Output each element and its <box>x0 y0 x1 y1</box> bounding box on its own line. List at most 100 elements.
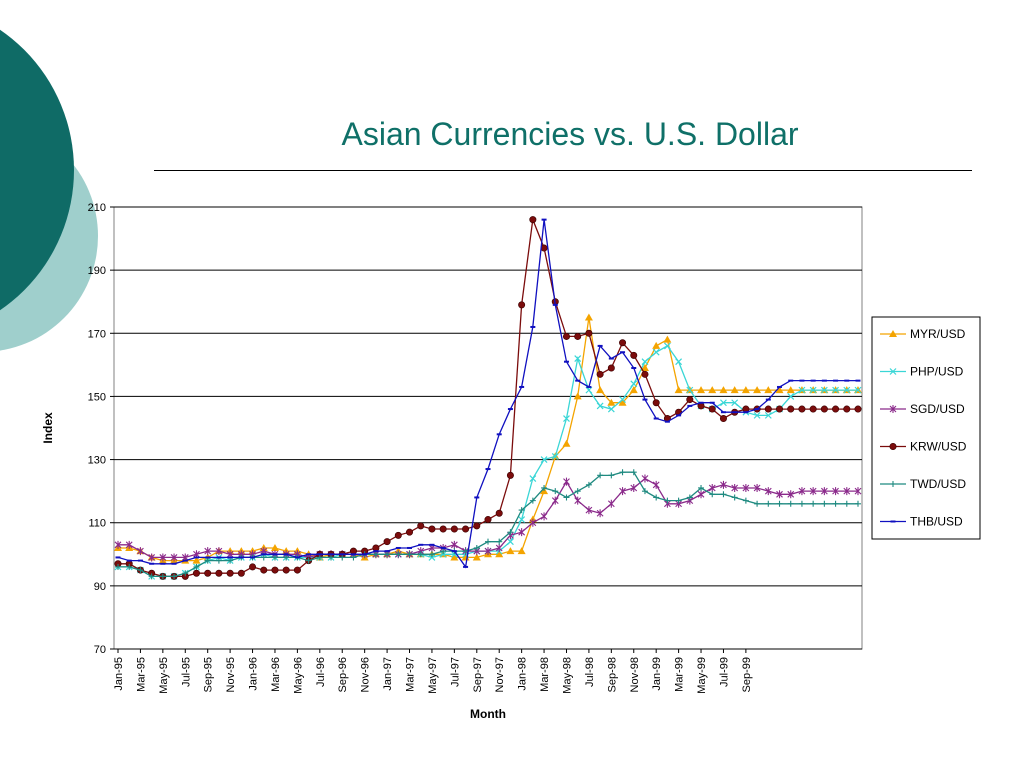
data-point <box>585 481 592 488</box>
data-point <box>159 573 166 580</box>
legend-entry: KRW/USD <box>880 440 967 454</box>
legend-label: MYR/USD <box>910 327 966 341</box>
legend-entry: SGD/USD <box>880 402 965 416</box>
data-point <box>575 379 581 382</box>
data-point <box>619 487 626 496</box>
x-tick-label: Jan-99 <box>651 657 663 691</box>
data-point <box>125 540 133 549</box>
data-point <box>889 368 897 375</box>
data-point <box>630 483 638 492</box>
data-point <box>192 556 201 564</box>
data-point <box>204 557 211 564</box>
x-tick-label: Jan-97 <box>382 657 394 691</box>
x-tick-label: May-96 <box>292 657 304 694</box>
legend-entry: PHP/USD <box>880 365 964 379</box>
data-point <box>227 556 233 559</box>
data-point <box>563 477 570 486</box>
data-point <box>753 483 761 492</box>
data-point <box>271 566 279 574</box>
data-point <box>126 563 133 570</box>
data-point <box>260 566 268 574</box>
data-point <box>810 379 816 382</box>
decorative-circles <box>0 29 98 351</box>
data-point <box>270 543 279 551</box>
data-point <box>170 553 178 562</box>
y-tick-label: 170 <box>88 328 106 340</box>
data-point <box>149 562 155 565</box>
data-point <box>114 540 122 549</box>
data-point <box>484 516 492 524</box>
data-point <box>698 484 705 491</box>
data-point <box>832 405 840 413</box>
data-point <box>406 528 414 536</box>
x-tick-label: Jul-95 <box>180 657 192 687</box>
data-point <box>417 522 425 530</box>
y-tick-label: 190 <box>88 265 106 277</box>
data-point <box>540 512 548 521</box>
data-point <box>597 344 603 347</box>
data-point <box>563 494 570 501</box>
data-point <box>160 562 166 565</box>
x-tick-label: Nov-96 <box>360 657 372 692</box>
data-point <box>272 553 278 556</box>
data-point <box>305 557 312 564</box>
data-point <box>519 385 525 388</box>
data-point <box>776 405 784 413</box>
x-tick-label: Sep-99 <box>741 657 753 692</box>
data-point <box>463 565 469 568</box>
x-tick-label: May-99 <box>696 657 708 694</box>
data-point <box>227 557 234 564</box>
data-point <box>798 405 806 413</box>
data-point <box>652 399 660 407</box>
data-point <box>384 550 390 553</box>
data-point <box>832 386 840 394</box>
data-point <box>350 554 357 561</box>
data-point <box>518 516 526 523</box>
data-point <box>889 405 897 413</box>
data-point <box>652 348 660 356</box>
data-point <box>890 481 896 487</box>
x-tick-label: Mar-98 <box>539 657 551 692</box>
data-point <box>485 468 491 471</box>
data-point <box>641 358 649 366</box>
data-point <box>171 562 177 565</box>
data-point <box>764 386 773 394</box>
data-point <box>328 553 334 556</box>
data-point <box>250 556 256 559</box>
data-point <box>754 500 761 507</box>
data-point <box>641 370 649 378</box>
data-point <box>765 398 771 401</box>
data-point <box>607 398 616 406</box>
data-point <box>440 546 446 549</box>
data-point <box>754 408 760 411</box>
data-point <box>260 554 267 561</box>
data-point <box>619 396 626 404</box>
data-point <box>630 351 638 359</box>
data-point <box>631 367 637 370</box>
data-point <box>507 529 514 536</box>
data-point <box>205 556 211 559</box>
data-point <box>596 370 604 378</box>
data-point <box>283 554 290 561</box>
data-point <box>608 472 615 479</box>
data-point <box>832 500 839 507</box>
data-point <box>451 550 457 553</box>
data-point <box>843 405 851 413</box>
data-point <box>764 487 772 496</box>
data-point <box>485 538 491 545</box>
data-point <box>607 499 615 508</box>
data-point <box>798 386 806 394</box>
data-point <box>832 487 839 496</box>
data-point <box>641 474 649 483</box>
y-axis-ticks: 70 90 110 130 150 170 190 210 <box>88 202 114 656</box>
x-tick-label: Mar-97 <box>405 657 417 692</box>
x-axis-ticks: Jan-95 Mar-95 May-95 Jul-95 Sep-95 Nov-95 Jan-… <box>113 648 862 694</box>
data-point <box>786 386 795 394</box>
data-point <box>261 553 267 556</box>
data-point <box>798 500 805 507</box>
x-tick-label: Nov-97 <box>494 657 506 692</box>
data-point <box>607 405 615 413</box>
data-point <box>137 567 144 574</box>
y-tick-label: 90 <box>94 581 106 593</box>
data-point <box>506 538 514 546</box>
